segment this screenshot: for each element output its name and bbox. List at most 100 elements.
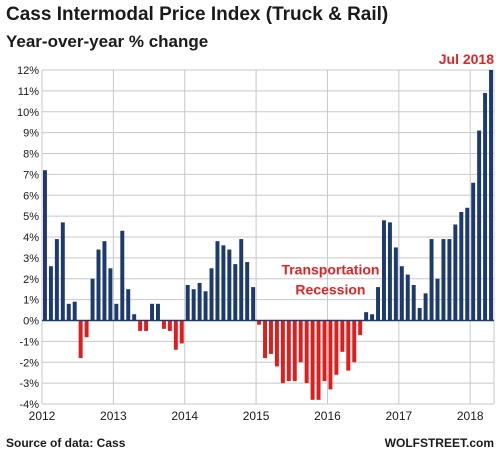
bar [411,285,416,321]
y-tick-label: -4% [19,399,39,411]
bar [96,249,101,321]
y-tick-label: 12% [17,65,39,77]
bar [185,285,190,321]
bar [471,182,476,321]
bar [441,239,446,321]
bar [66,303,71,321]
bar [286,320,291,382]
bar [227,249,232,321]
x-tick-label: 2013 [100,409,127,423]
bar [405,274,410,321]
y-tick-label: -3% [19,378,39,390]
bar [370,314,375,321]
bar [197,282,202,321]
bar [328,320,333,390]
annotation-label: Recession [295,282,365,298]
bar [84,320,89,338]
y-axis-tick-labels: 12% 11% 10% 9% 8% 7% 6% 5% 4% 3% 2% 1% 0% -1% -2% -3% -4… [17,65,39,411]
bar [78,320,83,359]
bar [334,320,339,375]
x-tick-label: 2016 [314,409,341,423]
y-tick-label: 11% [18,86,39,98]
y-tick-label: 8% [23,149,39,161]
y-tick-label: 9% [23,128,39,140]
bar [173,320,178,350]
bar [459,211,464,321]
bar [233,264,238,321]
bar [126,289,131,321]
bar [447,239,452,321]
bar [298,320,303,363]
y-tick-label: 7% [23,169,39,181]
bar [257,320,262,325]
y-tick-label: -2% [19,357,39,369]
bar [72,301,77,321]
y-tick-label: 0% [23,316,39,328]
bar [203,291,208,321]
x-tick-label: 2017 [385,409,412,423]
bar [132,314,137,321]
bar [138,320,143,331]
chart-subtitle: Year-over-year % change [6,32,209,51]
bar [209,268,214,321]
y-tick-label: 3% [23,253,39,265]
bar [322,320,327,382]
annotations: Jul 2018 Transportation Recession [281,51,494,298]
bar [102,241,107,321]
bar [48,266,53,321]
annotation-label: Jul 2018 [439,51,494,67]
bar [156,303,160,321]
bar [358,320,363,336]
bar [429,239,434,321]
bar [221,245,226,321]
bar [453,224,458,321]
bar [399,266,404,321]
bar [483,92,488,321]
bar [465,207,470,321]
bar [179,320,184,344]
bar [90,278,95,321]
gridlines [41,69,495,405]
bar [387,222,392,321]
bar [364,312,369,321]
bar [245,262,250,321]
bar [292,320,297,382]
chart-title: Cass Intermodal Price Index (Truck & Rai… [6,4,389,25]
y-tick-label: 2% [23,274,39,286]
x-tick-label: 2014 [171,409,198,423]
annotation-label: Transportation [281,262,379,278]
bar [54,239,59,321]
y-tick-label: 10% [17,107,39,119]
y-tick-label: 1% [23,295,39,307]
y-tick-label: 6% [23,190,39,202]
bar [120,230,125,321]
bar [340,320,345,352]
bar [191,289,196,321]
y-tick-label: -1% [19,336,39,348]
bar [376,287,380,321]
x-axis-tick-labels: 2012 2013 2014 2015 2016 2017 2018 [29,409,484,423]
bar [251,287,256,321]
bar [60,222,65,321]
brand-label: WOLFSTREET.com [384,436,494,450]
bar [477,130,482,321]
bar [239,239,244,321]
bar [346,320,351,371]
bar [274,320,279,367]
bar [144,320,149,331]
bar [423,293,428,321]
bar [161,320,166,329]
bar [489,70,493,321]
bar [269,320,273,354]
bar [310,320,315,400]
bar [304,320,309,384]
bar [417,307,422,321]
bar [215,241,220,321]
bar [167,320,172,331]
y-tick-label: 5% [23,211,39,223]
bar [393,247,398,321]
bar [108,268,113,321]
bar [435,278,440,321]
bar [114,303,119,321]
